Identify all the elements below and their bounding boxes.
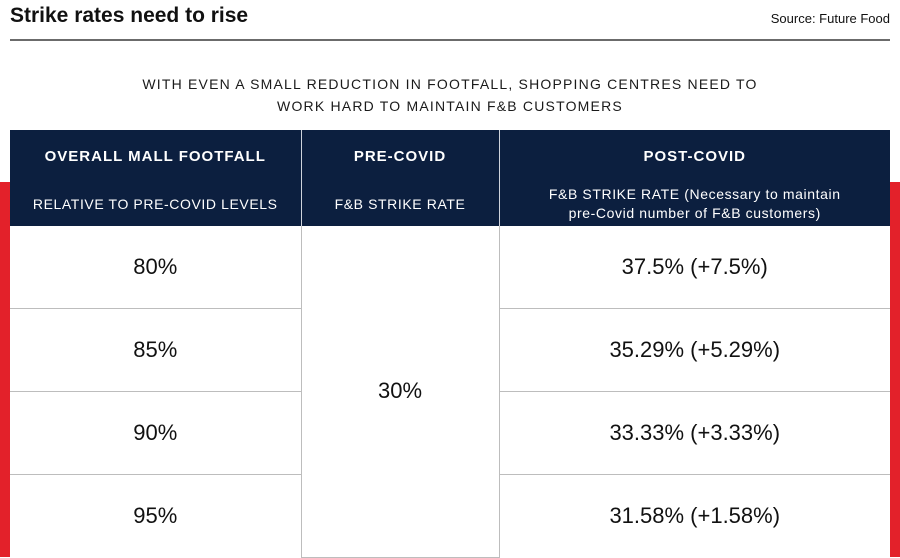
- footfall-cell: 80%: [10, 226, 302, 309]
- headline: Strike rates need to rise: [10, 4, 249, 27]
- subheader-post-covid-line-1: F&B STRIKE RATE (Necessary to maintain: [548, 186, 841, 202]
- subtitle-line-2: work hard to maintain F&B customers: [277, 98, 623, 114]
- subheader-row: RELATIVE TO PRE-COVID LEVELS F&B STRIKE …: [10, 182, 890, 226]
- table-row: 85% 35.29% (+5.29%): [10, 308, 890, 392]
- post-covid-rate-cell: 31.58% (+1.58%): [499, 474, 890, 557]
- footfall-cell: 90%: [10, 391, 302, 475]
- table-row: 90% 33.33% (+3.33%): [10, 391, 890, 475]
- divider-rule: [10, 39, 890, 41]
- footfall-cell: 95%: [10, 474, 302, 557]
- subheader-post-covid-line-2: pre-Covid number of F&B customers): [568, 205, 821, 221]
- header-post-covid: POST-COVID: [499, 130, 890, 182]
- table-row: 80% 30% 37.5% (+7.5%): [10, 226, 890, 558]
- subtitle-line-1: With even a small reduction in footfall,…: [142, 76, 758, 92]
- subtitle: With even a small reduction in footfall,…: [0, 73, 900, 117]
- header-row: OVERALL MALL FOOTFALL PRE-COVID POST-COV…: [10, 130, 890, 182]
- subheader-post-covid-strike-rate: F&B STRIKE RATE (Necessary to maintain p…: [499, 182, 890, 226]
- post-covid-rate-cell: 33.33% (+3.33%): [499, 391, 890, 475]
- post-covid-rate-cell: 37.5% (+7.5%): [499, 226, 890, 309]
- footfall-cell: 85%: [10, 308, 302, 392]
- subheader-pre-covid-strike-rate: F&B STRIKE RATE: [301, 182, 500, 226]
- table-row: 95% 31.58% (+1.58%): [10, 474, 890, 557]
- post-covid-rate-cell: 35.29% (+5.29%): [499, 308, 890, 392]
- header-overall-mall-footfall: OVERALL MALL FOOTFALL: [10, 130, 302, 182]
- source-credit: Source: Future Food: [770, 11, 890, 26]
- header-pre-covid: PRE-COVID: [301, 130, 500, 182]
- subheader-relative-footfall: RELATIVE TO PRE-COVID LEVELS: [10, 182, 302, 226]
- pre-covid-rate-cell: 30%: [301, 226, 500, 558]
- strike-rate-table: OVERALL MALL FOOTFALL PRE-COVID POST-COV…: [10, 130, 890, 558]
